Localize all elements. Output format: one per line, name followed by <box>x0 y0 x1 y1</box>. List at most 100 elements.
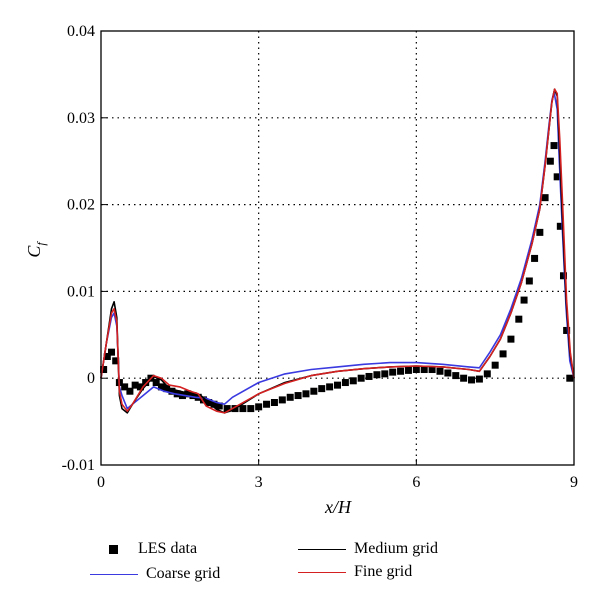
data-point <box>428 366 436 374</box>
data-point <box>499 350 507 358</box>
legend-item-fine: Fine grid <box>298 563 412 581</box>
data-point <box>531 254 539 262</box>
data-point <box>341 379 349 387</box>
data-point <box>559 272 567 280</box>
data-point <box>404 366 412 374</box>
data-point <box>263 400 271 408</box>
legend-swatch-fine <box>298 571 346 573</box>
legend-label-fine: Fine grid <box>354 563 413 580</box>
data-point <box>546 157 554 165</box>
legend-swatch-medium <box>298 548 346 550</box>
y-tick-label: 0.01 <box>67 283 95 300</box>
y-axis-label-sub: f <box>34 241 48 246</box>
data-point <box>541 194 549 202</box>
data-point <box>108 348 116 356</box>
data-point <box>126 387 134 395</box>
data-point <box>563 326 571 334</box>
data-point <box>389 368 397 376</box>
data-point <box>152 379 160 387</box>
data-point <box>520 296 528 304</box>
data-point <box>381 370 389 378</box>
data-point <box>310 387 318 395</box>
data-point <box>326 383 334 391</box>
data-point <box>420 366 428 374</box>
y-tick-label: 0.03 <box>67 110 95 127</box>
data-point <box>444 369 452 377</box>
y-axis-label: Cf <box>24 241 48 258</box>
data-point <box>550 142 558 150</box>
legend-label-les: LES data <box>138 540 198 557</box>
data-point <box>270 399 278 407</box>
data-point <box>515 315 523 323</box>
data-point <box>121 383 129 391</box>
data-point <box>157 383 165 391</box>
data-point <box>334 381 341 389</box>
svg-text:Cf: Cf <box>24 241 48 258</box>
legend-item-coarse: Coarse grid <box>90 565 220 583</box>
data-point <box>239 405 247 413</box>
data-point <box>189 392 197 400</box>
y-tick-label: 0.02 <box>67 197 95 214</box>
data-point <box>468 376 476 384</box>
data-point <box>103 353 111 360</box>
data-point <box>136 383 144 391</box>
legend-swatch-coarse <box>90 573 138 575</box>
data-point <box>100 366 108 374</box>
data-point <box>365 372 373 380</box>
legend-label-medium: Medium grid <box>354 540 438 557</box>
data-point <box>142 379 150 387</box>
data-point <box>475 375 483 383</box>
y-tick-label: 0.04 <box>67 23 95 40</box>
data-point <box>278 396 286 404</box>
data-point <box>168 387 176 395</box>
x-tick-label: 9 <box>570 474 578 491</box>
data-point <box>436 367 444 375</box>
grid <box>101 31 574 465</box>
data-point <box>397 367 405 375</box>
data-point <box>556 222 564 230</box>
x-tick-label: 3 <box>255 474 263 491</box>
y-axis-label-main: C <box>24 245 44 258</box>
data-point <box>452 372 460 380</box>
data-point <box>412 366 420 374</box>
data-point <box>491 361 499 369</box>
y-tick-label: 0 <box>87 370 95 387</box>
data-point <box>373 371 381 379</box>
data-point <box>163 385 171 393</box>
legend-item-medium: Medium grid <box>298 540 438 558</box>
data-point <box>112 357 120 365</box>
data-point <box>247 405 255 413</box>
data-point <box>483 370 491 378</box>
data-point <box>255 403 263 411</box>
data-point <box>286 393 294 401</box>
legend-item-les: LES data <box>90 540 197 558</box>
data-point <box>302 390 310 398</box>
data-point <box>507 335 515 343</box>
plot-frame <box>100 30 575 466</box>
data-point <box>199 396 207 404</box>
data-point <box>131 381 139 389</box>
data-point <box>460 374 468 382</box>
data-point <box>536 228 544 236</box>
data-point <box>215 402 223 410</box>
series-layer <box>100 88 575 414</box>
data-point <box>318 385 326 393</box>
x-tick-label: 6 <box>412 474 420 491</box>
data-point <box>566 374 574 382</box>
data-point <box>525 277 533 285</box>
data-point <box>294 392 302 400</box>
data-point <box>357 374 365 382</box>
data-point <box>223 405 231 413</box>
legend-label-coarse: Coarse grid <box>146 565 221 582</box>
data-point <box>210 400 218 408</box>
y-tick-label: -0.01 <box>62 457 95 474</box>
legend-swatch-les <box>109 544 118 554</box>
data-point <box>553 173 561 181</box>
series-line-fine-grid <box>100 88 575 414</box>
x-tick-label: 0 <box>97 474 105 491</box>
data-point <box>349 377 357 385</box>
x-axis-label: x/H <box>324 497 352 517</box>
